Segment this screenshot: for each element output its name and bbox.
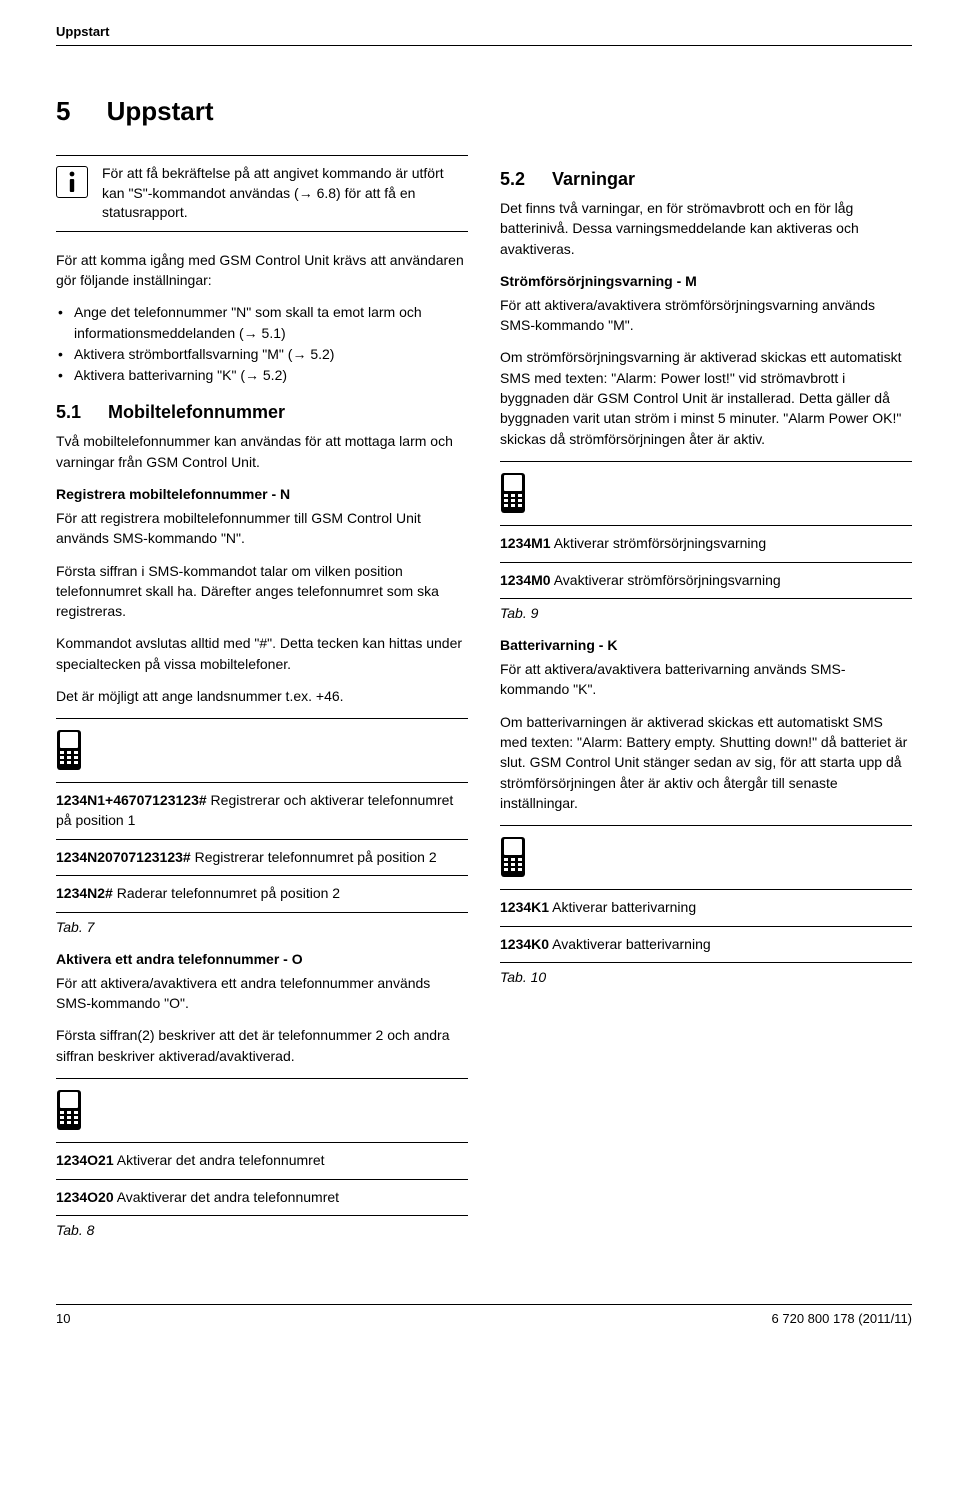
command-row: 1234N2# Raderar telefonnumret på positio… (56, 875, 468, 913)
subsection-title: Varningar (552, 169, 635, 189)
page-number: 10 (56, 1311, 70, 1326)
command-code: 1234K1 (500, 899, 549, 915)
command-table-10: 1234K1 Aktiverar batterivarning 1234K0 A… (500, 825, 912, 963)
info-box: För att få bekräftelse på att angivet ko… (56, 155, 468, 232)
running-header: Uppstart (56, 24, 912, 46)
command-table-8: 1234O21 Aktiverar det andra telefonnumre… (56, 1078, 468, 1216)
list-item: Aktivera strömbortfallsvarning "M" (→ 5.… (70, 344, 468, 365)
table-caption: Tab. 7 (56, 919, 468, 935)
command-desc: Aktiverar batterivarning (549, 899, 696, 915)
command-code: 1234N20707123123# (56, 849, 191, 865)
command-table-7: 1234N1+46707123123# Registrerar och akti… (56, 718, 468, 912)
setup-bullet-list: Ange det telefonnummer "N" som skall ta … (56, 302, 468, 386)
subsection-number: 5.2 (500, 169, 552, 190)
info-icon-cell (56, 164, 92, 202)
phone-icon-row (500, 826, 912, 889)
two-column-layout: För att få bekräftelse på att angivet ko… (56, 155, 912, 1254)
command-code: 1234N2# (56, 885, 113, 901)
paragraph-heading: Strömförsörjningsvarning - M (500, 273, 912, 289)
table-caption: Tab. 8 (56, 1222, 468, 1238)
right-column: 5.2Varningar Det finns två varningar, en… (500, 155, 912, 1254)
phone-icon (56, 1089, 80, 1129)
command-table-9: 1234M1 Aktiverar strömförsörjningsvarnin… (500, 461, 912, 599)
command-row: 1234O21 Aktiverar det andra telefonnumre… (56, 1142, 468, 1179)
info-box-text: För att få bekräftelse på att angivet ko… (102, 164, 468, 223)
left-column: För att få bekräftelse på att angivet ko… (56, 155, 468, 1254)
body-text: Om batterivarningen är aktiverad skickas… (500, 712, 912, 813)
command-desc: Registrerar telefonnumret på position 2 (191, 849, 437, 865)
command-row: 1234O20 Avaktiverar det andra telefonnum… (56, 1179, 468, 1217)
subsection-title: Mobiltelefonnummer (108, 402, 285, 422)
section-title: Uppstart (107, 96, 214, 126)
phone-icon (56, 729, 80, 769)
info-icon (56, 166, 88, 198)
command-desc: Avaktiverar det andra telefonnumret (114, 1189, 339, 1205)
command-row: 1234M1 Aktiverar strömförsörjningsvarnin… (500, 525, 912, 562)
command-row: 1234K0 Avaktiverar batterivarning (500, 926, 912, 964)
command-desc: Aktiverar det andra telefonnumret (114, 1152, 325, 1168)
page: Uppstart 5 Uppstart För att få bekräftel… (0, 0, 960, 1346)
paragraph-heading: Registrera mobiltelefonnummer - N (56, 486, 468, 502)
phone-icon-row (56, 719, 468, 782)
command-code: 1234M1 (500, 535, 551, 551)
command-row: 1234K1 Aktiverar batterivarning (500, 889, 912, 926)
body-text: För att aktivera/avaktivera ett andra te… (56, 973, 468, 1014)
section-number: 5 (56, 96, 70, 126)
command-code: 1234O21 (56, 1152, 114, 1168)
body-text: Första siffran(2) beskriver att det är t… (56, 1025, 468, 1066)
command-desc: Avaktiverar batterivarning (549, 936, 711, 952)
body-text: Två mobiltelefonnummer kan användas för … (56, 431, 468, 472)
phone-icon-row (500, 462, 912, 525)
command-code: 1234M0 (500, 572, 551, 588)
list-item: Ange det telefonnummer "N" som skall ta … (70, 302, 468, 344)
command-row: 1234N20707123123# Registrerar telefonnum… (56, 839, 468, 876)
intro-paragraph: För att komma igång med GSM Control Unit… (56, 250, 468, 291)
command-desc: Raderar telefonnumret på position 2 (113, 885, 340, 901)
table-caption: Tab. 9 (500, 605, 912, 621)
section-heading: 5 Uppstart (56, 96, 912, 127)
body-text: Det finns två varningar, en för strömavb… (500, 198, 912, 259)
command-code: 1234K0 (500, 936, 549, 952)
body-text: Första siffran i SMS-kommandot talar om … (56, 561, 468, 622)
command-desc: Aktiverar strömförsörjningsvarning (551, 535, 767, 551)
body-text: För att aktivera/avaktivera batterivarni… (500, 659, 912, 700)
subsection-number: 5.1 (56, 402, 108, 423)
phone-icon (500, 836, 524, 876)
command-code: 1234N1+46707123123# (56, 792, 207, 808)
body-text: Om strömförsörjningsvarning är aktiverad… (500, 347, 912, 448)
command-row: 1234M0 Avaktiverar strömförsörjningsvarn… (500, 562, 912, 600)
command-desc: Avaktiverar strömförsörjningsvarning (551, 572, 781, 588)
paragraph-heading: Batterivarning - K (500, 637, 912, 653)
body-text: För att aktivera/avaktivera strömförsörj… (500, 295, 912, 336)
page-footer: 10 6 720 800 178 (2011/11) (56, 1304, 912, 1326)
phone-icon (500, 472, 524, 512)
paragraph-heading: Aktivera ett andra telefonnummer - O (56, 951, 468, 967)
list-item: Aktivera batterivarning "K" (→ 5.2) (70, 365, 468, 386)
body-text: Kommandot avslutas alltid med "#". Detta… (56, 633, 468, 674)
command-code: 1234O20 (56, 1189, 114, 1205)
subsection-heading-51: 5.1Mobiltelefonnummer (56, 402, 468, 423)
subsection-heading-52: 5.2Varningar (500, 169, 912, 190)
document-id: 6 720 800 178 (2011/11) (772, 1311, 912, 1326)
body-text: För att registrera mobiltelefonnummer ti… (56, 508, 468, 549)
table-caption: Tab. 10 (500, 969, 912, 985)
command-row: 1234N1+46707123123# Registrerar och akti… (56, 782, 468, 838)
phone-icon-row (56, 1079, 468, 1142)
body-text: Det är möjligt att ange landsnummer t.ex… (56, 686, 468, 706)
